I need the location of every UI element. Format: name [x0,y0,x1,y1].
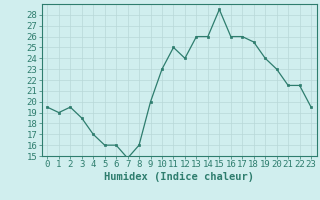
X-axis label: Humidex (Indice chaleur): Humidex (Indice chaleur) [104,172,254,182]
